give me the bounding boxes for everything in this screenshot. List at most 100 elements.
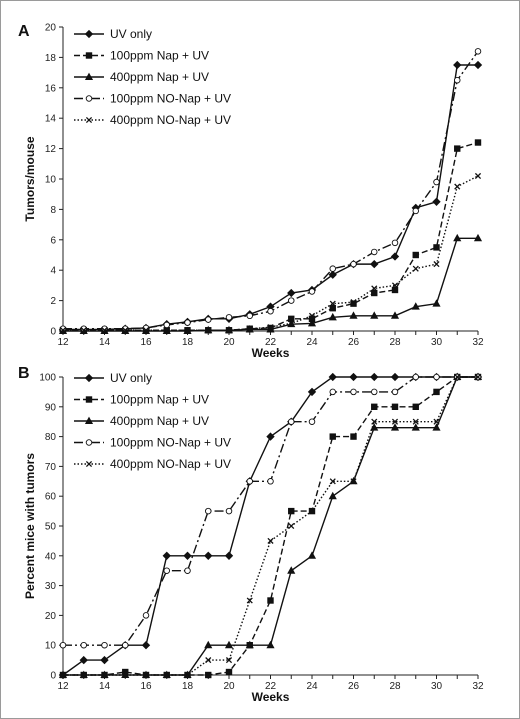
data-point [246, 312, 253, 320]
series-3 [58, 233, 483, 335]
data-point [163, 671, 170, 679]
data-point [142, 327, 150, 334]
data-point [350, 433, 357, 440]
data-point [59, 671, 67, 679]
data-point [432, 197, 441, 206]
data-point [267, 478, 274, 485]
legend-marker [85, 116, 93, 124]
data-point [411, 302, 420, 310]
legend-label: UV only [110, 27, 152, 41]
data-point [163, 321, 170, 329]
x-tick-label: 14 [99, 681, 111, 692]
data-point [391, 239, 399, 247]
x-tick-label: 14 [99, 337, 111, 348]
x-tick-label: 22 [265, 337, 277, 348]
legend-label: 100ppm NO-Nap + UV [110, 436, 231, 450]
legend-marker [85, 52, 93, 59]
x-tick-label: 24 [306, 337, 318, 348]
legend-entry: 100ppm Nap + UV [74, 49, 209, 63]
data-point [308, 418, 316, 425]
legend-marker [85, 460, 93, 468]
x-tick-label: 28 [389, 681, 401, 692]
data-point [80, 327, 87, 334]
data-point [225, 668, 233, 676]
y-tick-label: 0 [50, 671, 56, 682]
legend-label: 100ppm Nap + UV [110, 49, 209, 63]
y-tick-label: 6 [50, 235, 56, 246]
y-tick-label: 100 [39, 373, 56, 384]
data-point [80, 671, 87, 679]
data-point [370, 311, 379, 319]
data-point [391, 403, 399, 410]
data-point [349, 311, 358, 319]
data-point [370, 259, 379, 269]
data-point [225, 327, 233, 334]
y-tick-label: 2 [50, 296, 56, 307]
y-tick-label: 10 [45, 175, 57, 186]
data-point [411, 423, 420, 431]
data-point [432, 299, 441, 307]
y-tick-label: 18 [45, 53, 57, 64]
data-point [349, 372, 358, 382]
data-point [454, 145, 461, 152]
data-point [101, 671, 108, 679]
legend-entry: 100ppm Nap + UV [74, 393, 209, 407]
x-tick-label: 26 [348, 337, 360, 348]
x-tick-label: 16 [140, 337, 152, 348]
data-point [307, 551, 317, 559]
data-point [328, 312, 337, 321]
x-axis-label: Weeks [252, 690, 290, 704]
data-point [390, 311, 400, 319]
y-tick-label: 20 [45, 23, 57, 34]
data-point [267, 307, 274, 315]
data-point [288, 507, 295, 515]
legend-entry: 400ppm NO-Nap + UV [74, 113, 231, 127]
legend-label: 400ppm Nap + UV [110, 70, 209, 84]
data-point [122, 327, 129, 334]
data-point [142, 671, 150, 679]
y-tick-label: 0 [50, 327, 56, 338]
panel-label: A [18, 23, 30, 40]
y-tick-label: 4 [50, 266, 56, 277]
legend-label: 400ppm NO-Nap + UV [110, 457, 231, 471]
data-point [184, 319, 191, 326]
x-tick-label: 32 [472, 681, 484, 692]
data-point [183, 551, 192, 560]
data-point [371, 418, 378, 425]
data-point [225, 507, 233, 515]
x-tick-label: 12 [57, 337, 69, 348]
data-point [329, 478, 336, 485]
data-point [412, 418, 419, 425]
data-point [184, 567, 191, 574]
data-point [371, 248, 378, 256]
y-tick-label: 14 [45, 114, 57, 125]
data-point [391, 388, 399, 396]
data-point [287, 288, 296, 298]
data-point [267, 537, 274, 544]
x-tick-label: 26 [348, 681, 360, 692]
legend-entry: UV only [74, 371, 152, 385]
data-point [350, 300, 357, 307]
data-point [141, 641, 151, 650]
series-5 [59, 373, 482, 679]
data-point [142, 612, 150, 619]
data-point [329, 300, 336, 307]
y-tick-label: 70 [45, 462, 57, 473]
data-point [433, 418, 440, 425]
data-point [329, 265, 337, 272]
data-point [390, 252, 400, 261]
legend-entry: 400ppm Nap + UV [74, 414, 209, 428]
legend-marker [85, 95, 93, 102]
data-point [371, 289, 378, 297]
y-tick-label: 40 [45, 551, 57, 562]
data-point [267, 324, 274, 331]
data-point [350, 299, 357, 306]
data-point [350, 260, 357, 268]
legend-entry: 100ppm NO-Nap + UV [74, 436, 231, 450]
data-point [329, 388, 337, 396]
data-point [370, 372, 379, 382]
data-point [121, 641, 129, 649]
x-tick-label: 20 [223, 337, 235, 348]
y-axis-label: Tumors/mouse [23, 136, 37, 221]
